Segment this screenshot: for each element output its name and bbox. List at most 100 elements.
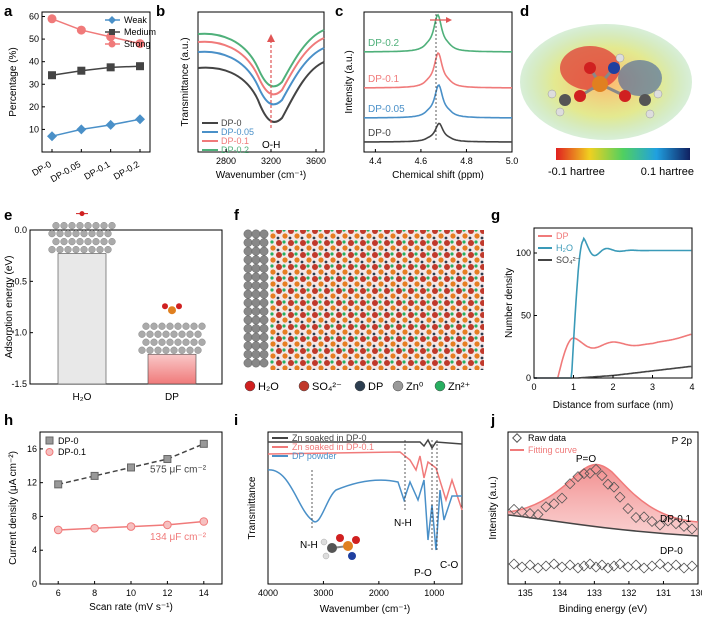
fit-area-j xyxy=(508,464,698,536)
xtick-label-h: 6 xyxy=(56,588,61,598)
zn-atom-icon xyxy=(104,246,112,254)
panel-letter-c: c xyxy=(335,3,343,20)
raw-point-j-dp01 xyxy=(646,515,658,528)
zn-atom-icon xyxy=(48,246,56,254)
point-h-dp01 xyxy=(163,520,172,530)
panel-letter-h: h xyxy=(4,412,13,429)
zn-atom-icon xyxy=(198,338,206,346)
legend-label-g: H₂O xyxy=(556,243,573,253)
zn-slab-atom xyxy=(243,246,253,256)
zn-slab-atom xyxy=(251,298,261,308)
legend-marker-f xyxy=(392,380,404,392)
zn-slab-atom xyxy=(243,341,253,351)
legend-label-g: DP xyxy=(556,231,569,241)
zn-slab-atom xyxy=(259,324,269,333)
zn-slab-atom xyxy=(251,229,261,239)
raw-point-j-dp0 xyxy=(608,560,620,572)
legend-marker-j-raw xyxy=(512,433,522,443)
zn-atom-icon xyxy=(174,322,182,330)
curve-b-dp005 xyxy=(197,47,325,106)
zn-slab-atom xyxy=(251,341,261,351)
zn-atom-icon xyxy=(186,330,194,338)
xtick-label-c: 4.8 xyxy=(460,156,473,166)
ytick-label-h: 12 xyxy=(27,478,37,488)
bar-e-h2o xyxy=(57,253,107,385)
zn-slab-atom xyxy=(251,281,261,290)
zn-atom-icon xyxy=(162,346,170,354)
zn-atom-icon xyxy=(88,246,96,254)
point-a-strong xyxy=(135,39,145,49)
point-h-dp0 xyxy=(199,439,208,448)
zn-atom-icon xyxy=(166,322,174,330)
xtick-label-g: 1 xyxy=(571,382,576,392)
xtick-label-e: DP xyxy=(165,392,179,403)
point-h-dp0 xyxy=(90,471,99,480)
ylabel-i: Transmittance xyxy=(247,476,258,539)
dp-molecule-small-icon xyxy=(320,534,360,560)
zn-atom-icon xyxy=(80,230,88,238)
xtick-label-i: 1000 xyxy=(424,588,444,598)
raw-point-j-dp0 xyxy=(678,562,690,574)
series-line-a-weak xyxy=(51,118,141,137)
zn-atom-icon xyxy=(150,338,158,346)
curve-g-dp xyxy=(534,333,692,379)
panel-letter-f: f xyxy=(234,207,240,224)
xlabel-i: Wavenumber (cm⁻¹) xyxy=(320,604,410,615)
zn-atom-icon xyxy=(60,238,68,246)
raw-point-j-dp01 xyxy=(638,511,650,523)
legend-label-a: Strong xyxy=(124,39,151,49)
zn-atom-icon xyxy=(138,330,146,338)
zn-slab-atom xyxy=(259,289,269,299)
raw-point-j-dp0 xyxy=(654,558,666,570)
zn-atom-icon xyxy=(194,330,202,338)
zn-atom-icon xyxy=(178,346,186,354)
annotation-dp0-j: DP-0 xyxy=(660,546,683,557)
legend-label-b: DP-0.05 xyxy=(221,127,254,137)
legend-marker-f xyxy=(434,380,446,392)
ytick-label-a: 60 xyxy=(29,12,39,22)
xtick-label-a: DP-0.1 xyxy=(82,159,111,182)
xtick-label-j: 132 xyxy=(621,588,636,598)
zn-atom-icon xyxy=(76,222,84,230)
point-a-weak xyxy=(105,119,116,130)
zn-slab-atom xyxy=(243,332,253,342)
zn-atom-icon xyxy=(68,222,76,230)
curve-b-dp0 xyxy=(197,61,325,123)
raw-point-j-dp0 xyxy=(524,559,536,571)
zn-slab-atom xyxy=(259,358,269,368)
zn-atom-icon xyxy=(92,238,100,246)
panel-i-chart: Zn soaked in DP-0Zn soaked in DP-0.1DP p… xyxy=(247,431,463,615)
xtick-label-g: 4 xyxy=(689,382,694,392)
zn-atom-icon xyxy=(150,322,158,330)
zn-atom-icon xyxy=(84,222,92,230)
zn-atom-icon xyxy=(170,346,178,354)
zn-slab-atom xyxy=(251,349,261,359)
raw-point-j-dp01 xyxy=(596,470,608,482)
zn-atom-icon xyxy=(88,230,96,238)
annotation-dp01-j: DP-0.1 xyxy=(660,514,692,525)
raw-point-j-dp0 xyxy=(564,559,576,571)
xtick-label-j: 133 xyxy=(587,588,602,598)
zn-slab-atom xyxy=(251,315,261,325)
raw-point-j-dp01 xyxy=(678,520,690,532)
dp-o-icon xyxy=(162,303,168,310)
xtick-label-h: 14 xyxy=(199,588,209,598)
legend-label-h: DP-0.1 xyxy=(58,447,86,457)
panel-letter-a: a xyxy=(4,3,13,20)
annotation-i-nh1: N-H xyxy=(300,540,318,551)
curve-c-dp-0.05 xyxy=(364,84,512,119)
legend-label-j: Raw data xyxy=(528,433,566,443)
raw-point-j-dp01 xyxy=(662,515,674,527)
raw-point-j-dp01 xyxy=(564,478,576,490)
raw-point-j-dp0 xyxy=(622,561,634,573)
raw-point-j-dp01 xyxy=(614,491,626,503)
legend-label-b: DP-0.1 xyxy=(221,136,249,146)
zn-atom-icon xyxy=(198,322,206,330)
zn-slab-atom xyxy=(243,298,253,308)
raw-point-j-dp01 xyxy=(578,468,590,480)
raw-point-j-dp01 xyxy=(540,501,552,513)
fit-curve-j xyxy=(507,463,699,523)
zn-slab-atom xyxy=(251,263,261,273)
point-a-medium xyxy=(136,62,144,71)
xtick-label-g: 2 xyxy=(610,382,615,392)
